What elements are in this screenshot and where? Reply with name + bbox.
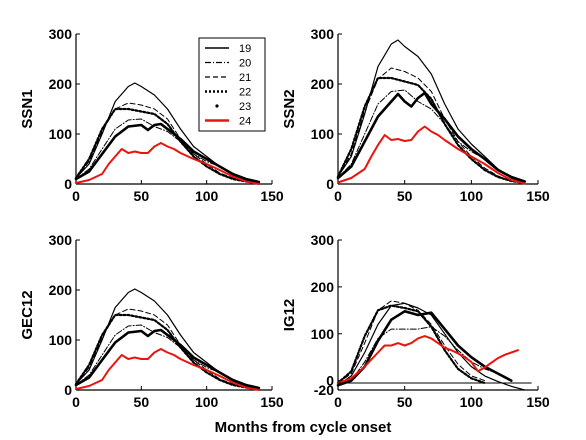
y-tick-label: -20: [314, 382, 334, 398]
panels: 0 50 100 150 0 100 200 300 SSN1 19 20 21 22 23 24 0 50 10…: [19, 26, 550, 410]
x-tick-label: 50: [397, 188, 413, 204]
legend-label: 21: [239, 72, 251, 84]
x-tick-label: 150: [260, 394, 284, 410]
x-tick-label: 100: [460, 188, 484, 204]
x-tick-label: 0: [72, 394, 80, 410]
x-axis-label: Months from cycle onset: [215, 419, 392, 436]
y-tick-label: 200: [311, 76, 335, 92]
x-tick-label: 50: [134, 188, 150, 204]
series-line-24: [337, 125, 526, 185]
series-line-21: [337, 67, 526, 184]
x-tick-label: 150: [526, 188, 550, 204]
series-line-24: [337, 335, 519, 384]
x-tick-label: 50: [134, 394, 150, 410]
legend-box: [198, 37, 266, 132]
legend-label: 20: [239, 58, 251, 70]
y-tick-label: 100: [49, 332, 73, 348]
panel-ig12: 0 50 100 150 -200 100 200 300 IG12: [281, 232, 550, 410]
x-tick-label: 150: [526, 394, 550, 410]
x-tick-label: 100: [195, 188, 219, 204]
y-tick-label: 100: [311, 126, 335, 142]
series-line-19: [75, 288, 260, 390]
series-line-22: [74, 107, 260, 185]
series-line-21: [337, 300, 486, 384]
legend-label: 24: [239, 116, 251, 128]
series-line-20: [337, 326, 499, 385]
x-tick-label: 0: [334, 394, 342, 410]
y-tick-label: 0: [64, 382, 72, 398]
y-tick-label: 300: [49, 232, 73, 248]
legend-label: 22: [239, 87, 251, 99]
y-tick-label: 200: [49, 282, 73, 298]
panel-ssn2: 0 50 100 150 0 100 200 300 SSN2: [281, 26, 550, 204]
series-line-19: [337, 302, 526, 391]
y-tick-label: 100: [311, 326, 335, 342]
x-tick-label: 50: [397, 394, 413, 410]
y-tick-label: 0: [64, 176, 72, 192]
series-line-23: [336, 309, 513, 387]
y-axis-label: SSN1: [19, 89, 36, 128]
y-tick-label: 200: [311, 279, 335, 295]
x-tick-label: 0: [72, 188, 80, 204]
y-tick-label: 0: [326, 373, 334, 389]
series-line-21: [75, 102, 260, 184]
x-tick-label: 100: [460, 394, 484, 410]
series-line-23: [74, 122, 261, 184]
series-line-22: [74, 313, 260, 391]
series-line-24: [75, 348, 260, 391]
y-tick-label: 300: [311, 232, 335, 248]
y-axis-label: SSN2: [281, 89, 298, 128]
y-axis-label: IG12: [281, 299, 298, 332]
y-tick-label: 100: [49, 126, 73, 142]
panel-ssn1: 0 50 100 150 0 100 200 300 SSN1 19 20 21 22 23 24: [19, 26, 284, 204]
y-tick-label: 300: [49, 26, 73, 42]
series-line-23: [74, 328, 261, 390]
legend-swatch: [215, 104, 219, 108]
series-line-23: [336, 91, 527, 183]
series-line-22: [336, 304, 486, 385]
x-tick-label: 100: [195, 394, 219, 410]
series-line-19: [337, 39, 526, 184]
x-tick-label: 150: [260, 188, 284, 204]
series-line-22: [336, 76, 526, 185]
legend-label: 23: [239, 101, 251, 113]
series-line-24: [75, 142, 260, 185]
legend-label: 19: [239, 43, 251, 55]
series-line-21: [75, 308, 260, 390]
y-axis-label: GEC12: [19, 290, 36, 339]
x-tick-label: 0: [334, 188, 342, 204]
y-tick-label: 200: [49, 76, 73, 92]
legend: 19 20 21 22 23 24: [198, 37, 266, 132]
panel-gec12: 0 50 100 150 0 100 200 300 GEC12: [19, 232, 284, 410]
y-tick-label: 300: [311, 26, 335, 42]
y-tick-label: 0: [326, 176, 334, 192]
